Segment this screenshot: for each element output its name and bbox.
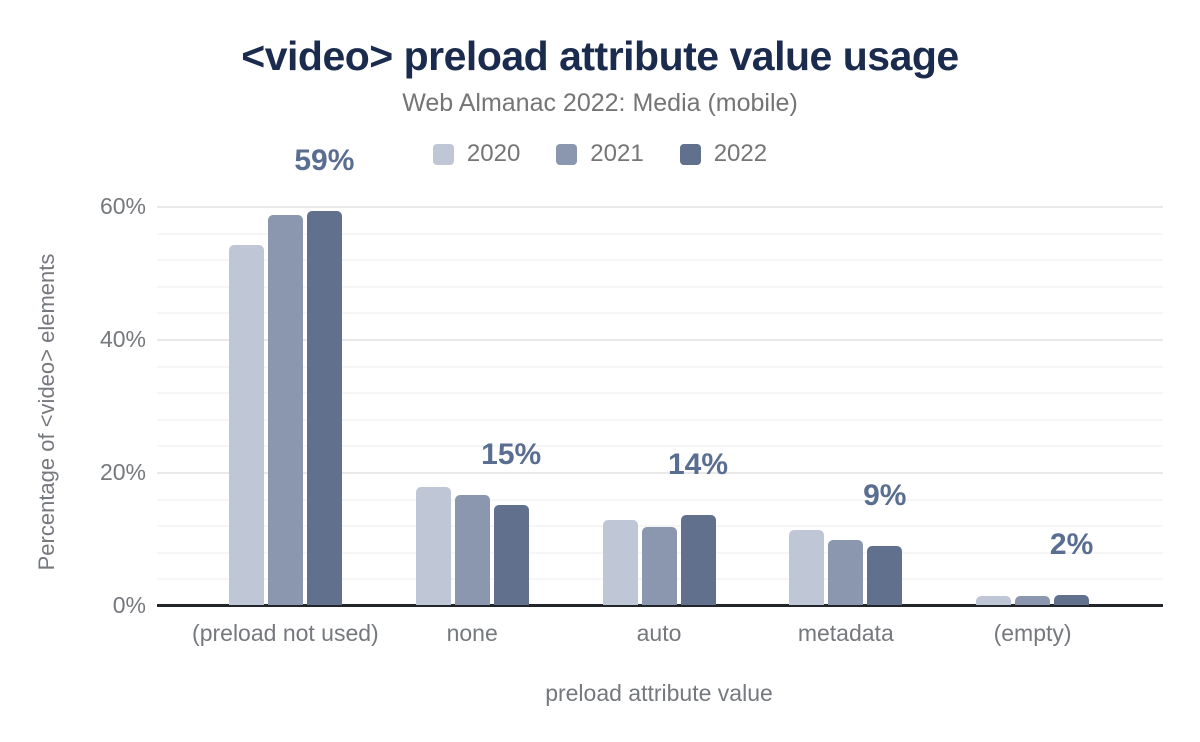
data-label: 14% [667, 448, 729, 482]
y-tick-label: 40% [99, 326, 146, 352]
gridline [157, 206, 1163, 208]
bar-2022-2[interactable] [493, 505, 529, 605]
legend-swatch-icon [432, 143, 454, 165]
gridline [157, 498, 1163, 501]
bar-2020-3[interactable] [602, 519, 638, 605]
gridline [157, 365, 1163, 368]
x-category-label: metadata [797, 620, 894, 646]
gridline [157, 392, 1163, 395]
data-label: 9% [863, 479, 907, 513]
data-label: 59% [294, 144, 355, 178]
legend-label: 2022 [713, 140, 768, 167]
bar-2022-4[interactable] [867, 546, 903, 605]
x-category-label: (preload not used) [192, 620, 379, 646]
chart-title: <video> preload attribute value usage [241, 33, 959, 79]
bar-2020-1[interactable] [228, 244, 264, 605]
data-label: 15% [481, 438, 542, 472]
bar-2020-2[interactable] [415, 486, 451, 605]
y-tick-label: 0% [112, 592, 146, 618]
data-label: 2% [1049, 528, 1094, 562]
legend-label: 2021 [590, 140, 644, 167]
legend-item-2021[interactable]: 2021 [556, 140, 644, 168]
bar-2021-4[interactable] [828, 540, 864, 605]
x-category-label: auto [636, 620, 682, 646]
bar-2021-3[interactable] [641, 527, 677, 605]
legend-swatch-icon [679, 143, 701, 165]
gridline [157, 445, 1163, 448]
legend: 2020 2021 2022 [0, 140, 1200, 168]
gridline [157, 472, 1163, 474]
bar-2021-5[interactable] [1015, 595, 1051, 605]
legend-item-2022[interactable]: 2022 [679, 140, 768, 168]
legend-label: 2020 [466, 140, 521, 167]
bar-2021-2[interactable] [454, 495, 490, 605]
chart-subtitle: Web Almanac 2022: Media (mobile) [402, 89, 798, 117]
gridline [157, 339, 1163, 341]
gridline [157, 525, 1163, 528]
gridline [157, 285, 1163, 288]
bar-2022-3[interactable] [680, 515, 716, 605]
bar-2020-4[interactable] [789, 529, 825, 605]
x-axis-line [157, 604, 1163, 607]
gridline [157, 259, 1163, 262]
gridline [157, 312, 1163, 315]
bar-2022-5[interactable] [1054, 595, 1090, 605]
gridline [157, 232, 1163, 235]
x-axis-title: preload attribute value [545, 680, 773, 706]
y-tick-label: 60% [99, 193, 146, 219]
x-category-label: none [446, 620, 498, 646]
legend-swatch-icon [556, 143, 578, 165]
bar-2020-5[interactable] [976, 596, 1012, 605]
gridline [157, 418, 1163, 421]
legend-item-2020[interactable]: 2020 [432, 140, 521, 168]
x-category-label: (empty) [993, 620, 1072, 646]
y-axis-title: Percentage of <video> elements [34, 253, 59, 571]
bar-2022-1[interactable] [306, 211, 342, 605]
y-tick-label: 20% [99, 459, 146, 485]
bar-2021-1[interactable] [267, 214, 303, 605]
